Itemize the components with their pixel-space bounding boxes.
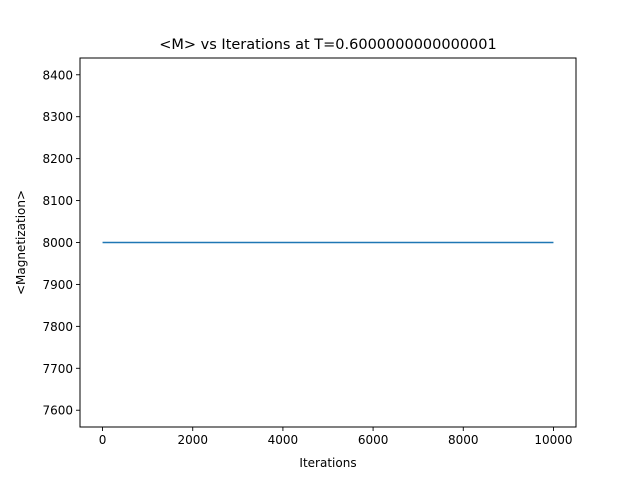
y-tick-label: 8300 <box>42 110 73 124</box>
x-axis: 0 2000 4000 6000 8000 10000 <box>99 427 573 447</box>
y-tick-label: 8200 <box>42 152 73 166</box>
y-tick-label: 8400 <box>42 68 73 82</box>
y-tick-label: 7700 <box>42 362 73 376</box>
y-axis: 7600 7700 7800 7900 8000 8100 8200 8300 8400 <box>42 68 80 418</box>
x-tick-label: 10000 <box>534 433 572 447</box>
y-tick-label: 7600 <box>42 404 73 418</box>
x-axis-label: Iterations <box>299 456 356 470</box>
y-axis-label: <Magnetization> <box>14 190 28 295</box>
y-tick-label: 7800 <box>42 320 73 334</box>
y-tick-label: 8100 <box>42 194 73 208</box>
y-tick-label: 7900 <box>42 278 73 292</box>
x-tick-label: 4000 <box>268 433 299 447</box>
x-tick-label: 0 <box>99 433 107 447</box>
x-tick-label: 8000 <box>448 433 479 447</box>
x-tick-label: 2000 <box>177 433 208 447</box>
y-tick-label: 8000 <box>42 236 73 250</box>
x-tick-label: 6000 <box>358 433 389 447</box>
chart-title: <M> vs Iterations at T=0.600000000000000… <box>159 37 496 53</box>
